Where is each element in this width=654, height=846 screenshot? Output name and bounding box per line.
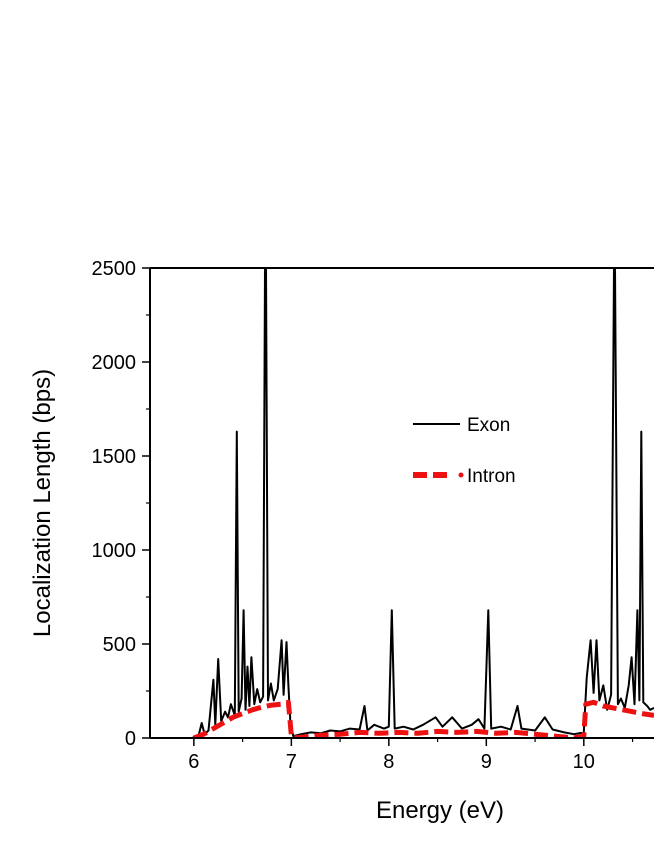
x-tick-label: 7	[286, 751, 297, 773]
x-tick-label: 10	[573, 751, 595, 773]
ticks: 0 500 1000 1500 2000 2500 6 7 8 9 10	[92, 258, 634, 773]
axes	[149, 267, 654, 739]
y-axis-title: Localization Length (bps)	[29, 369, 56, 637]
y-tick-label: 1500	[92, 446, 137, 468]
y-tick-label: 2500	[92, 258, 137, 280]
y-tick-label: 1000	[92, 540, 137, 562]
legend-exon-label: Exon	[467, 415, 510, 436]
x-tick-label: 9	[481, 751, 492, 773]
y-tick-label: 0	[125, 728, 136, 750]
legend: Exon Intron	[413, 415, 516, 487]
legend-intron-label: Intron	[467, 466, 516, 487]
y-tick-label: 500	[103, 634, 136, 656]
x-tick-label: 8	[383, 751, 394, 773]
legend-intron-marker	[458, 472, 464, 478]
series-line-exon	[191, 268, 654, 738]
y-tick-label: 2000	[92, 352, 137, 374]
series-layer	[191, 268, 654, 738]
series-line-intron	[192, 699, 654, 738]
x-axis-title: Energy (eV)	[376, 797, 504, 824]
x-tick-label: 6	[188, 751, 199, 773]
